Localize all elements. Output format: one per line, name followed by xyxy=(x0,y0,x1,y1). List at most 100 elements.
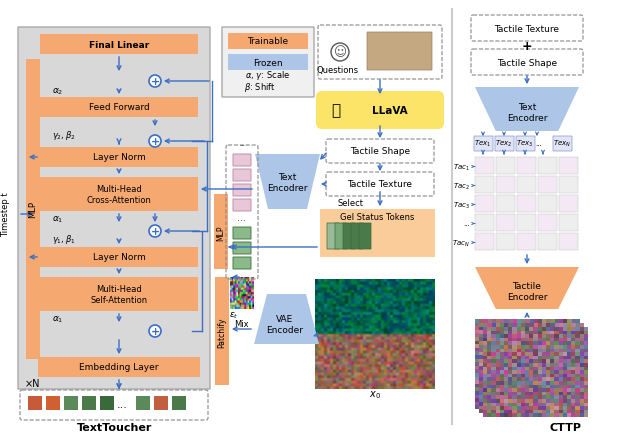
FancyBboxPatch shape xyxy=(517,196,536,213)
Text: Frozen: Frozen xyxy=(253,58,283,67)
Text: $Tac_1$: $Tac_1$ xyxy=(453,162,470,172)
FancyBboxPatch shape xyxy=(538,177,557,194)
Text: Layer Norm: Layer Norm xyxy=(93,253,145,262)
Text: $Tac_3$: $Tac_3$ xyxy=(453,200,470,210)
Text: CTTP: CTTP xyxy=(549,422,581,432)
Text: $Tac_N$: $Tac_N$ xyxy=(452,238,470,248)
Text: 🌋: 🌋 xyxy=(332,103,340,118)
FancyBboxPatch shape xyxy=(538,158,557,174)
Text: Tactile Shape: Tactile Shape xyxy=(350,147,410,156)
Text: Embedding Layer: Embedding Layer xyxy=(79,363,159,372)
FancyBboxPatch shape xyxy=(516,137,535,151)
Polygon shape xyxy=(254,294,319,344)
Circle shape xyxy=(149,226,161,237)
Text: $Tex_3$: $Tex_3$ xyxy=(516,138,534,149)
FancyBboxPatch shape xyxy=(154,396,168,410)
FancyBboxPatch shape xyxy=(38,357,200,377)
FancyBboxPatch shape xyxy=(495,137,514,151)
FancyBboxPatch shape xyxy=(233,170,251,181)
Text: ...: ... xyxy=(463,221,470,227)
FancyBboxPatch shape xyxy=(233,184,251,197)
Text: ×N: ×N xyxy=(25,378,40,388)
FancyBboxPatch shape xyxy=(222,28,314,98)
Text: $\alpha$, $\gamma$: Scale: $\alpha$, $\gamma$: Scale xyxy=(245,69,291,82)
FancyBboxPatch shape xyxy=(517,177,536,194)
Text: Text
Encodrer: Text Encodrer xyxy=(507,103,547,122)
FancyBboxPatch shape xyxy=(335,224,347,250)
Text: Gel Status Tokens: Gel Status Tokens xyxy=(340,213,414,222)
Text: +: + xyxy=(150,326,159,336)
FancyBboxPatch shape xyxy=(496,158,515,174)
Text: TextToucher: TextToucher xyxy=(77,422,153,432)
Circle shape xyxy=(149,76,161,88)
Text: Trainable: Trainable xyxy=(248,37,289,46)
FancyBboxPatch shape xyxy=(553,137,572,151)
Text: Timestep t: Timestep t xyxy=(1,192,10,237)
Text: $Tex_2$: $Tex_2$ xyxy=(495,138,513,149)
FancyBboxPatch shape xyxy=(496,196,515,213)
Text: $\gamma_1,\beta_1$: $\gamma_1,\beta_1$ xyxy=(52,233,76,246)
Text: ☺: ☺ xyxy=(333,46,346,59)
FancyBboxPatch shape xyxy=(136,396,150,410)
Text: $\alpha_1$: $\alpha_1$ xyxy=(52,214,63,225)
FancyBboxPatch shape xyxy=(475,196,494,213)
FancyBboxPatch shape xyxy=(18,28,210,389)
Text: $\alpha_1$: $\alpha_1$ xyxy=(52,314,63,325)
Text: Final Linear: Final Linear xyxy=(89,40,149,49)
Circle shape xyxy=(331,44,349,62)
FancyBboxPatch shape xyxy=(40,35,198,55)
FancyBboxPatch shape xyxy=(26,60,40,359)
Polygon shape xyxy=(255,155,320,210)
Text: –: – xyxy=(239,140,244,150)
FancyBboxPatch shape xyxy=(475,177,494,194)
Text: Tactile
Encodrer: Tactile Encodrer xyxy=(507,282,547,301)
Text: $\gamma_2,\beta_2$: $\gamma_2,\beta_2$ xyxy=(52,129,76,142)
FancyBboxPatch shape xyxy=(326,173,434,197)
FancyBboxPatch shape xyxy=(496,177,515,194)
Text: $Tex_N$: $Tex_N$ xyxy=(553,138,571,149)
Circle shape xyxy=(149,136,161,148)
FancyBboxPatch shape xyxy=(82,396,96,410)
FancyBboxPatch shape xyxy=(233,200,251,211)
Text: $\beta$: Shift: $\beta$: Shift xyxy=(244,81,276,94)
FancyBboxPatch shape xyxy=(228,55,308,71)
Text: Questions: Questions xyxy=(317,66,359,74)
Text: VAE
Encoder: VAE Encoder xyxy=(266,315,303,334)
FancyBboxPatch shape xyxy=(343,224,355,250)
FancyBboxPatch shape xyxy=(40,98,198,118)
Text: MLP: MLP xyxy=(29,201,38,218)
FancyBboxPatch shape xyxy=(20,390,208,420)
Text: Tactile Texture: Tactile Texture xyxy=(495,24,559,33)
FancyBboxPatch shape xyxy=(64,396,78,410)
FancyBboxPatch shape xyxy=(233,243,251,254)
FancyBboxPatch shape xyxy=(40,247,198,267)
FancyBboxPatch shape xyxy=(367,33,432,71)
Text: Tactile Shape: Tactile Shape xyxy=(497,58,557,67)
Polygon shape xyxy=(475,267,579,309)
Text: Text
Encodrer: Text Encodrer xyxy=(267,173,307,192)
FancyBboxPatch shape xyxy=(559,233,578,250)
FancyBboxPatch shape xyxy=(474,137,493,151)
FancyBboxPatch shape xyxy=(172,396,186,410)
FancyBboxPatch shape xyxy=(233,155,251,167)
FancyBboxPatch shape xyxy=(496,233,515,250)
Text: Mix: Mix xyxy=(234,320,248,329)
FancyBboxPatch shape xyxy=(471,16,583,42)
FancyBboxPatch shape xyxy=(475,214,494,231)
FancyBboxPatch shape xyxy=(100,396,114,410)
FancyBboxPatch shape xyxy=(559,177,578,194)
Text: MLP: MLP xyxy=(216,225,225,240)
Text: LLaVA: LLaVA xyxy=(372,106,408,116)
Text: $Tac_2$: $Tac_2$ xyxy=(453,181,470,191)
Text: +: + xyxy=(522,39,532,53)
FancyBboxPatch shape xyxy=(316,92,444,130)
Text: +: + xyxy=(150,77,159,87)
Text: Layer Norm: Layer Norm xyxy=(93,153,145,162)
FancyBboxPatch shape xyxy=(517,158,536,174)
Text: +: + xyxy=(150,137,159,147)
FancyBboxPatch shape xyxy=(228,34,308,50)
FancyBboxPatch shape xyxy=(471,50,583,76)
FancyBboxPatch shape xyxy=(40,178,198,211)
FancyBboxPatch shape xyxy=(559,158,578,174)
Text: ...: ... xyxy=(536,141,542,147)
